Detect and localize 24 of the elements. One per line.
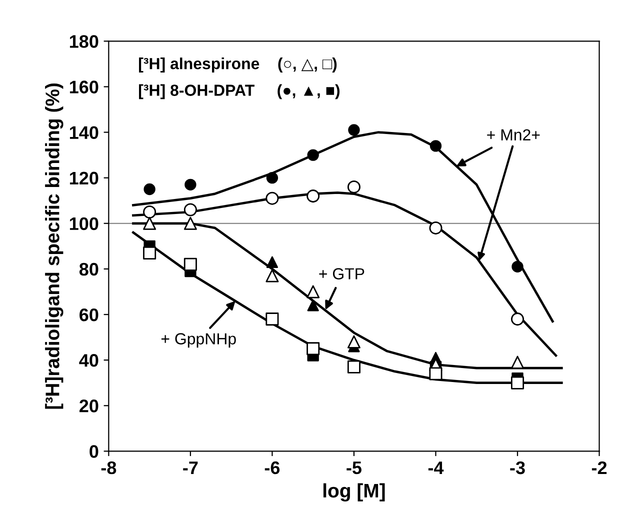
y-tick-label: 140 (70, 126, 98, 139)
y-tick-label: 180 (70, 35, 98, 48)
y-tick-label: 60 (80, 308, 98, 322)
x-tick-label: -7 (183, 462, 198, 474)
x-tick-label: -2 (592, 461, 607, 474)
x-tick-label: -3 (510, 461, 525, 474)
x-tick-label: -8 (101, 461, 116, 474)
annotation: + GppNHp (161, 333, 236, 348)
annotation: + Mn2+ (487, 129, 540, 140)
y-tick-label: 100 (70, 217, 98, 230)
y-tick-label: 20 (80, 400, 98, 412)
y-axis-title: [³H]radioligand specific binding (%) (45, 83, 64, 409)
annotation: + GTP (319, 268, 364, 280)
x-tick-label: -6 (264, 461, 280, 474)
y-tick-label: 80 (79, 262, 98, 276)
y-tick-label: 120 (70, 172, 98, 185)
y-tick-label: 0 (90, 445, 98, 458)
annotation: [³H] 8-OH-DPAT (●, ▲, ■) (139, 84, 340, 100)
x-tick-label: -5 (346, 462, 362, 474)
x-axis-title: log [M] (323, 483, 385, 502)
x-tick-label: -4 (428, 462, 444, 474)
annotation: [³H] alnespirone (○, △, □) (139, 58, 337, 72)
y-tick-label: 160 (70, 80, 98, 94)
y-tick-label: 40 (79, 354, 98, 367)
